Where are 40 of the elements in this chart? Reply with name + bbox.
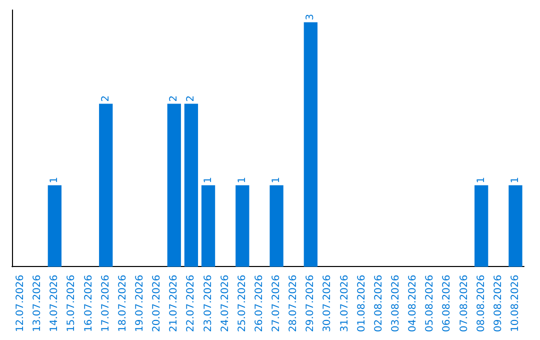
x-tick-label: 27.07.2026 xyxy=(271,274,282,332)
x-tick-label: 20.07.2026 xyxy=(152,274,163,332)
x-tick-label: 19.07.2026 xyxy=(134,274,146,332)
x-tick-label: 06.08.2026 xyxy=(442,274,453,332)
x-tick-label: 10.08.2026 xyxy=(510,274,521,332)
data-label: 1 xyxy=(202,176,214,184)
x-tick-label: 21.07.2026 xyxy=(168,274,180,332)
x-tick-label: 24.07.2026 xyxy=(220,274,231,332)
x-tick-label: 30.07.2026 xyxy=(322,274,334,332)
x-tick-label: 23.07.2026 xyxy=(202,274,214,332)
x-tick-label: 09.08.2026 xyxy=(492,274,504,332)
x-tick-label: 14.07.2026 xyxy=(49,274,60,332)
data-label: 1 xyxy=(236,176,248,184)
data-label: 2 xyxy=(168,95,180,102)
x-tick-label: 01.08.2026 xyxy=(356,274,368,332)
x-tick-label: 22.07.2026 xyxy=(186,274,197,332)
x-tick-label: 15.07.2026 xyxy=(66,274,78,332)
x-tick-label: 03.08.2026 xyxy=(390,274,402,332)
x-tick-label: 29.07.2026 xyxy=(305,274,316,332)
data-label: 2 xyxy=(100,95,112,102)
x-tick-label: 13.07.2026 xyxy=(32,274,44,332)
data-label: 1 xyxy=(510,176,521,184)
x-tick-label: 28.07.2026 xyxy=(288,274,300,332)
x-tick-label: 12.07.2026 xyxy=(15,274,26,332)
x-tick-label: 02.08.2026 xyxy=(373,274,384,332)
x-tick-label: 05.08.2026 xyxy=(424,274,436,332)
data-label: 3 xyxy=(305,14,316,20)
x-tick-label: 08.08.2026 xyxy=(476,274,487,332)
data-label: 1 xyxy=(49,176,60,184)
x-tick-label: 31.07.2026 xyxy=(339,274,350,332)
x-tick-label: 07.08.2026 xyxy=(458,274,470,332)
data-label: 2 xyxy=(186,95,197,102)
x-tick-label: 04.08.2026 xyxy=(408,274,419,332)
x-tick-label: 25.07.2026 xyxy=(236,274,248,332)
x-tick-label: 16.07.2026 xyxy=(83,274,94,332)
x-tick-label: 17.07.2026 xyxy=(100,274,112,332)
x-tick-label: 18.07.2026 xyxy=(117,274,128,332)
data-label: 1 xyxy=(476,176,487,184)
data-label: 1 xyxy=(271,176,282,184)
x-tick-label: 26.07.2026 xyxy=(254,274,265,332)
